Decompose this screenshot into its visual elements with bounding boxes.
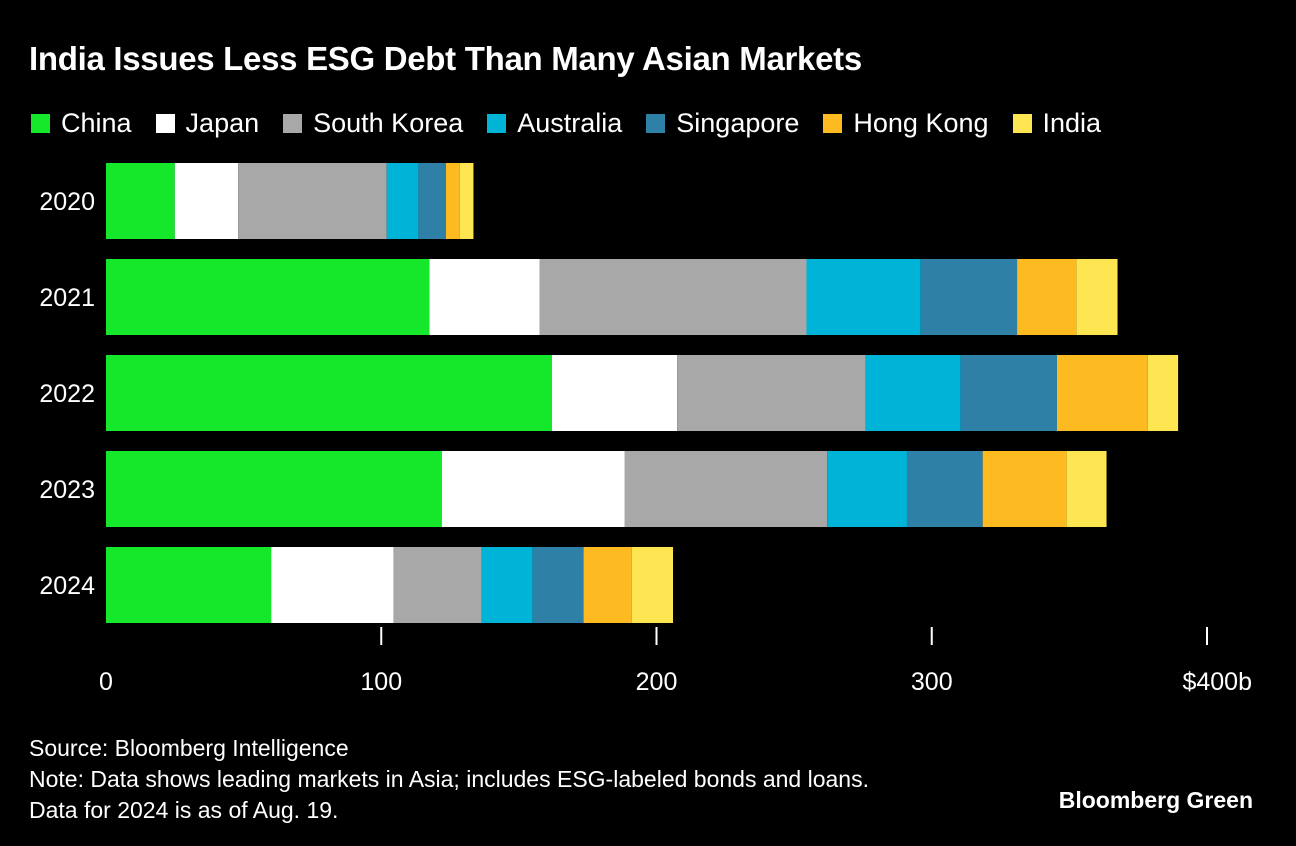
legend-item-china: China — [31, 108, 132, 139]
legend-item-south-korea: South Korea — [283, 108, 463, 139]
legend-item-australia: Australia — [487, 108, 622, 139]
bar-hong-kong-2024 — [583, 547, 632, 623]
bar-hong-kong-2022 — [1056, 355, 1148, 431]
legend-item-japan: Japan — [155, 107, 260, 139]
bar-south-korea-2021 — [539, 259, 807, 335]
bar-hong-kong-2021 — [1017, 259, 1077, 335]
bar-singapore-2022 — [960, 355, 1057, 431]
bar-japan-2021 — [429, 259, 540, 335]
bar-china-2021 — [106, 259, 430, 335]
y-tick-label-2024: 2024 — [39, 572, 95, 600]
x-tick-label-400: $400b — [1182, 668, 1252, 696]
bar-japan-2023 — [441, 451, 625, 527]
x-tick-label-200: 200 — [636, 668, 678, 696]
note-text-2: Data for 2024 is as of Aug. 19. — [29, 797, 339, 823]
bar-china-2024 — [106, 547, 272, 623]
bar-india-2024 — [631, 547, 674, 623]
bar-china-2023 — [106, 451, 442, 527]
bar-japan-2020 — [174, 163, 239, 239]
bar-australia-2021 — [806, 259, 921, 335]
bar-australia-2022 — [865, 355, 961, 431]
bar-india-2021 — [1076, 259, 1118, 335]
legend-swatch — [823, 113, 843, 133]
legend-label: Hong Kong — [853, 107, 989, 138]
legend-label: India — [1042, 107, 1102, 138]
legend-item-singapore: Singapore — [646, 108, 799, 139]
legend-label: Australia — [517, 107, 623, 138]
legend-label: South Korea — [313, 107, 464, 138]
legend-label: Singapore — [676, 107, 800, 138]
bar-singapore-2024 — [532, 547, 584, 623]
legend: China Japan South Korea Australia Singapore H… — [31, 106, 1125, 140]
bar-hong-kong-2020 — [445, 163, 460, 239]
x-tick-label-100: 100 — [360, 668, 402, 696]
y-tick-label-2022: 2022 — [39, 380, 95, 408]
bar-india-2023 — [1066, 451, 1107, 527]
bar-japan-2022 — [551, 355, 678, 431]
bar-south-korea-2020 — [238, 163, 387, 239]
legend-item-hong-kong: Hong Kong — [823, 107, 989, 139]
y-tick-label-2021: 2021 — [39, 284, 95, 312]
legend-label: China — [61, 107, 132, 138]
y-tick-label-2020: 2020 — [39, 188, 95, 216]
legend-swatch — [31, 113, 50, 133]
legend-swatch — [1012, 113, 1032, 133]
legend-swatch — [283, 113, 303, 133]
bar-india-2022 — [1147, 355, 1179, 431]
bar-singapore-2023 — [906, 451, 983, 527]
source-text: Source: Bloomberg Intelligence — [29, 735, 349, 761]
legend-item-india: India — [1012, 107, 1102, 139]
brand-logo-text: Bloomberg Green — [1058, 787, 1253, 813]
bar-australia-2024 — [481, 547, 533, 623]
bar-south-korea-2024 — [393, 547, 482, 623]
legend-swatch — [646, 113, 666, 133]
chart-title: India Issues Less ESG Debt Than Many Asi… — [29, 40, 862, 77]
bar-japan-2024 — [271, 547, 394, 623]
bar-south-korea-2022 — [677, 355, 866, 431]
bar-hong-kong-2023 — [982, 451, 1067, 527]
legend-swatch — [487, 113, 507, 133]
bar-india-2020 — [459, 163, 474, 239]
note-text: Note: Data shows leading markets in Asia… — [29, 766, 869, 792]
x-tick-label-0: 0 — [99, 668, 113, 696]
y-tick-label-2023: 2023 — [39, 476, 95, 504]
footer: Source: Bloomberg Intelligence Note: Dat… — [29, 733, 869, 826]
bar-china-2022 — [106, 355, 552, 431]
bar-china-2020 — [106, 163, 175, 239]
bar-south-korea-2023 — [624, 451, 828, 527]
legend-swatch — [155, 113, 175, 133]
bar-singapore-2020 — [418, 163, 446, 239]
x-tick-label-300: 300 — [911, 668, 953, 696]
legend-label: Japan — [185, 107, 260, 138]
bar-australia-2023 — [827, 451, 907, 527]
bar-australia-2020 — [386, 163, 419, 239]
bar-singapore-2021 — [920, 259, 1018, 335]
